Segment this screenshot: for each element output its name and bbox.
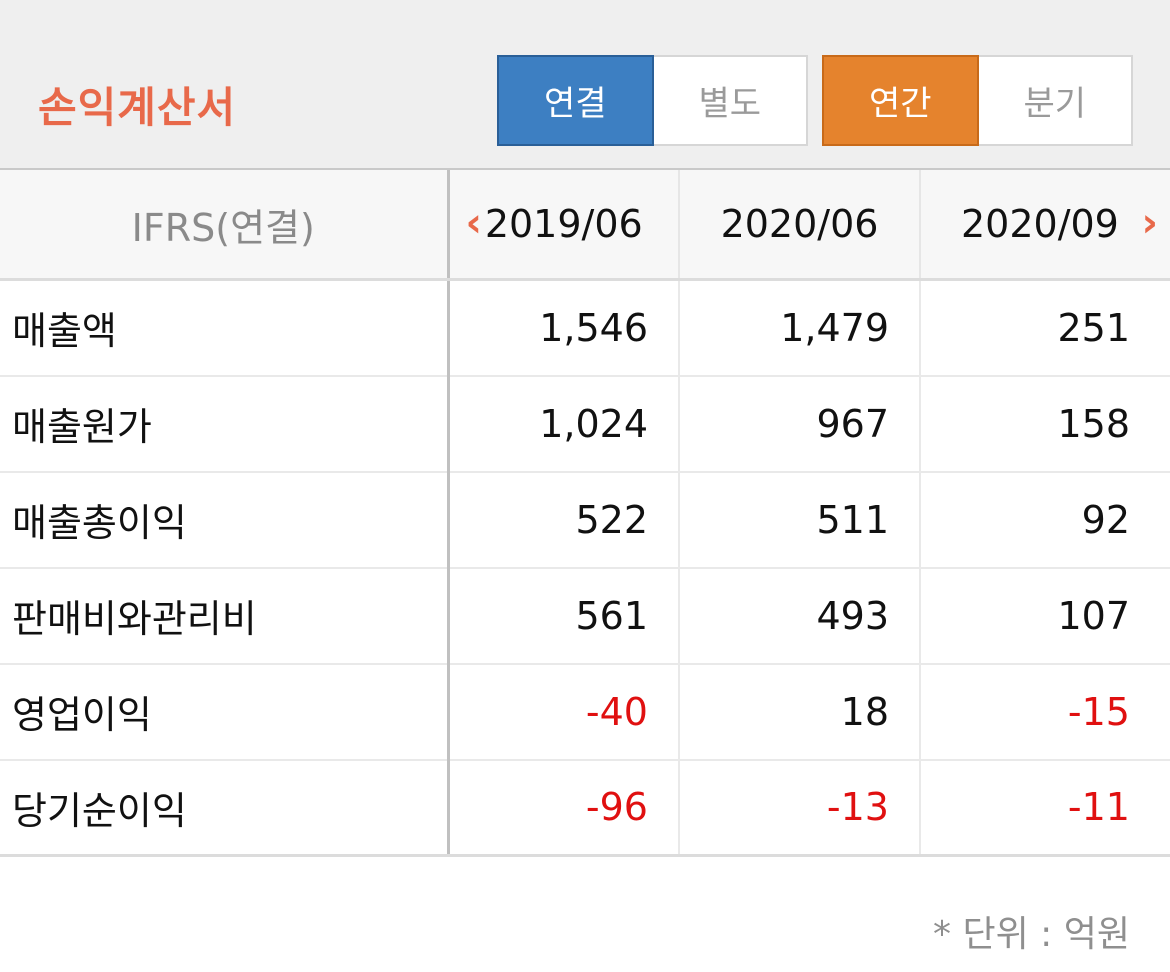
row-label: 영업이익 xyxy=(0,663,450,761)
table-row: 당기순이익 -96 -13 -11 xyxy=(0,759,1170,857)
table-cell: 18 xyxy=(679,663,921,761)
unit-note: * 단위 : 억원 xyxy=(933,914,1130,955)
row-label: 매출총이익 xyxy=(0,471,450,569)
table-cell: 1,546 xyxy=(448,279,680,377)
table-cell: 1,024 xyxy=(448,375,680,473)
column-header-0-label: 2019/06 xyxy=(484,202,643,246)
table-cell: 493 xyxy=(679,567,921,665)
row-label: 판매비와관리비 xyxy=(0,567,450,665)
table-cell: -13 xyxy=(679,759,921,857)
page-title: 손익계산서 xyxy=(38,83,237,132)
table-header-row: IFRS(연결) ‹ 2019/06 2020/06 2020/09 › xyxy=(0,170,1170,281)
table-row: 영업이익 -40 18 -15 xyxy=(0,663,1170,761)
table-cell: 251 xyxy=(920,279,1170,377)
table-row: 판매비와관리비 561 493 107 xyxy=(0,567,1170,665)
scope-option-consolidated[interactable]: 연결 xyxy=(497,55,654,146)
column-header-2: 2020/09 › xyxy=(920,170,1170,281)
table-cell: -15 xyxy=(920,663,1170,761)
table-row: 매출액 1,546 1,479 251 xyxy=(0,279,1170,377)
scope-option-separate[interactable]: 별도 xyxy=(653,57,806,144)
label-column-header: IFRS(연결) xyxy=(0,170,450,281)
column-header-2-label: 2020/09 xyxy=(961,202,1119,246)
period-option-annual[interactable]: 연간 xyxy=(822,55,979,146)
table-cell: -11 xyxy=(920,759,1170,857)
scope-toggle: 연결 별도 xyxy=(497,55,808,146)
table-row: 매출원가 1,024 967 158 xyxy=(0,375,1170,473)
header: 손익계산서 연결 별도 연간 분기 xyxy=(0,0,1170,170)
row-label: 매출원가 xyxy=(0,375,450,473)
column-header-0: ‹ 2019/06 xyxy=(448,170,680,281)
table-cell: 92 xyxy=(920,471,1170,569)
table-cell: -96 xyxy=(448,759,680,857)
income-statement-table: IFRS(연결) ‹ 2019/06 2020/06 2020/09 › 매출액… xyxy=(0,170,1170,857)
column-header-1-label: 2020/06 xyxy=(720,202,879,246)
row-label: 당기순이익 xyxy=(0,759,450,857)
table-cell: 561 xyxy=(448,567,680,665)
table-row: 매출총이익 522 511 92 xyxy=(0,471,1170,569)
table-cell: 158 xyxy=(920,375,1170,473)
table-cell: 522 xyxy=(448,471,680,569)
row-label: 매출액 xyxy=(0,279,450,377)
table-cell: -40 xyxy=(448,663,680,761)
period-option-quarterly[interactable]: 분기 xyxy=(978,57,1131,144)
table-cell: 511 xyxy=(679,471,921,569)
chevron-left-icon[interactable]: ‹ xyxy=(465,200,482,246)
chevron-right-icon[interactable]: › xyxy=(1141,200,1158,246)
table-cell: 967 xyxy=(679,375,921,473)
period-toggle: 연간 분기 xyxy=(822,55,1133,146)
table-cell: 107 xyxy=(920,567,1170,665)
table-cell: 1,479 xyxy=(679,279,921,377)
column-header-1: 2020/06 xyxy=(679,170,921,281)
